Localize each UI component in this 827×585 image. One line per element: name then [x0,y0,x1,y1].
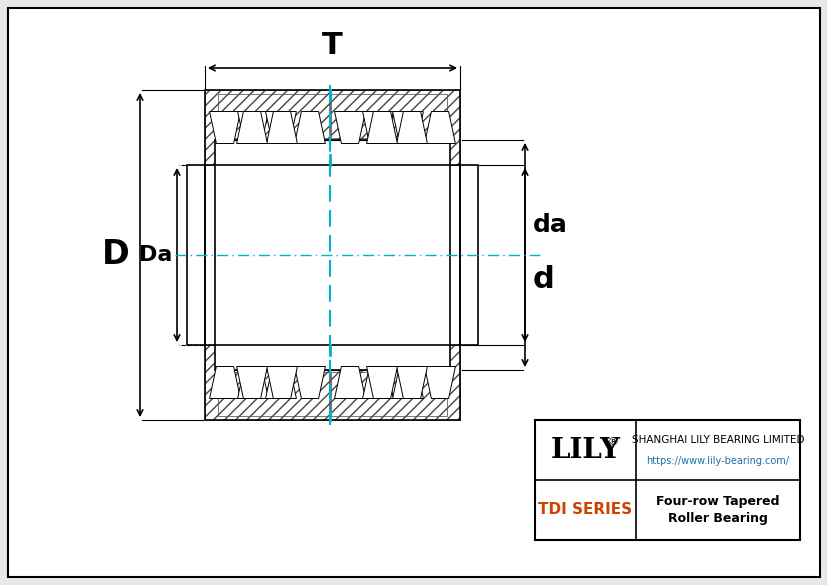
Polygon shape [362,112,393,143]
Polygon shape [396,366,427,398]
Text: LILY: LILY [550,436,619,463]
Bar [187,165,205,345]
Polygon shape [362,366,393,398]
Polygon shape [209,366,240,398]
Bar [331,372,447,416]
Bar [218,372,328,416]
Polygon shape [334,112,365,143]
Bar [534,420,799,540]
Polygon shape [265,366,296,398]
Text: d: d [533,266,554,294]
Polygon shape [392,112,423,143]
Text: da: da [533,213,567,237]
Bar [330,90,460,165]
Polygon shape [209,112,240,143]
Bar [205,90,460,420]
Polygon shape [266,366,297,398]
Polygon shape [294,112,325,143]
Polygon shape [237,366,268,398]
Bar [205,345,330,420]
Text: B: B [323,189,342,213]
Polygon shape [366,112,397,143]
Text: Da: Da [138,245,172,265]
Polygon shape [237,112,267,143]
Bar [460,165,477,345]
Polygon shape [334,366,365,398]
Text: Four-row Tapered
Roller Bearing: Four-row Tapered Roller Bearing [655,495,779,525]
Text: T: T [322,31,342,60]
Polygon shape [266,112,297,143]
Polygon shape [424,366,455,398]
Text: D: D [102,239,130,271]
Polygon shape [237,112,268,143]
Polygon shape [392,366,423,398]
Text: SHANGHAI LILY BEARING LIMITED: SHANGHAI LILY BEARING LIMITED [631,435,803,445]
Text: https://www.lily-bearing.com/: https://www.lily-bearing.com/ [646,456,788,466]
Bar [330,345,460,420]
Polygon shape [294,366,325,398]
Polygon shape [366,366,397,398]
Polygon shape [424,112,455,143]
Bar [331,94,447,138]
Bar [215,140,449,370]
Text: TDI SERIES: TDI SERIES [538,503,632,518]
Bar [218,94,328,138]
Bar [205,90,330,165]
Polygon shape [265,112,296,143]
Text: ®: ® [607,437,618,447]
Polygon shape [396,112,427,143]
Polygon shape [237,366,267,398]
